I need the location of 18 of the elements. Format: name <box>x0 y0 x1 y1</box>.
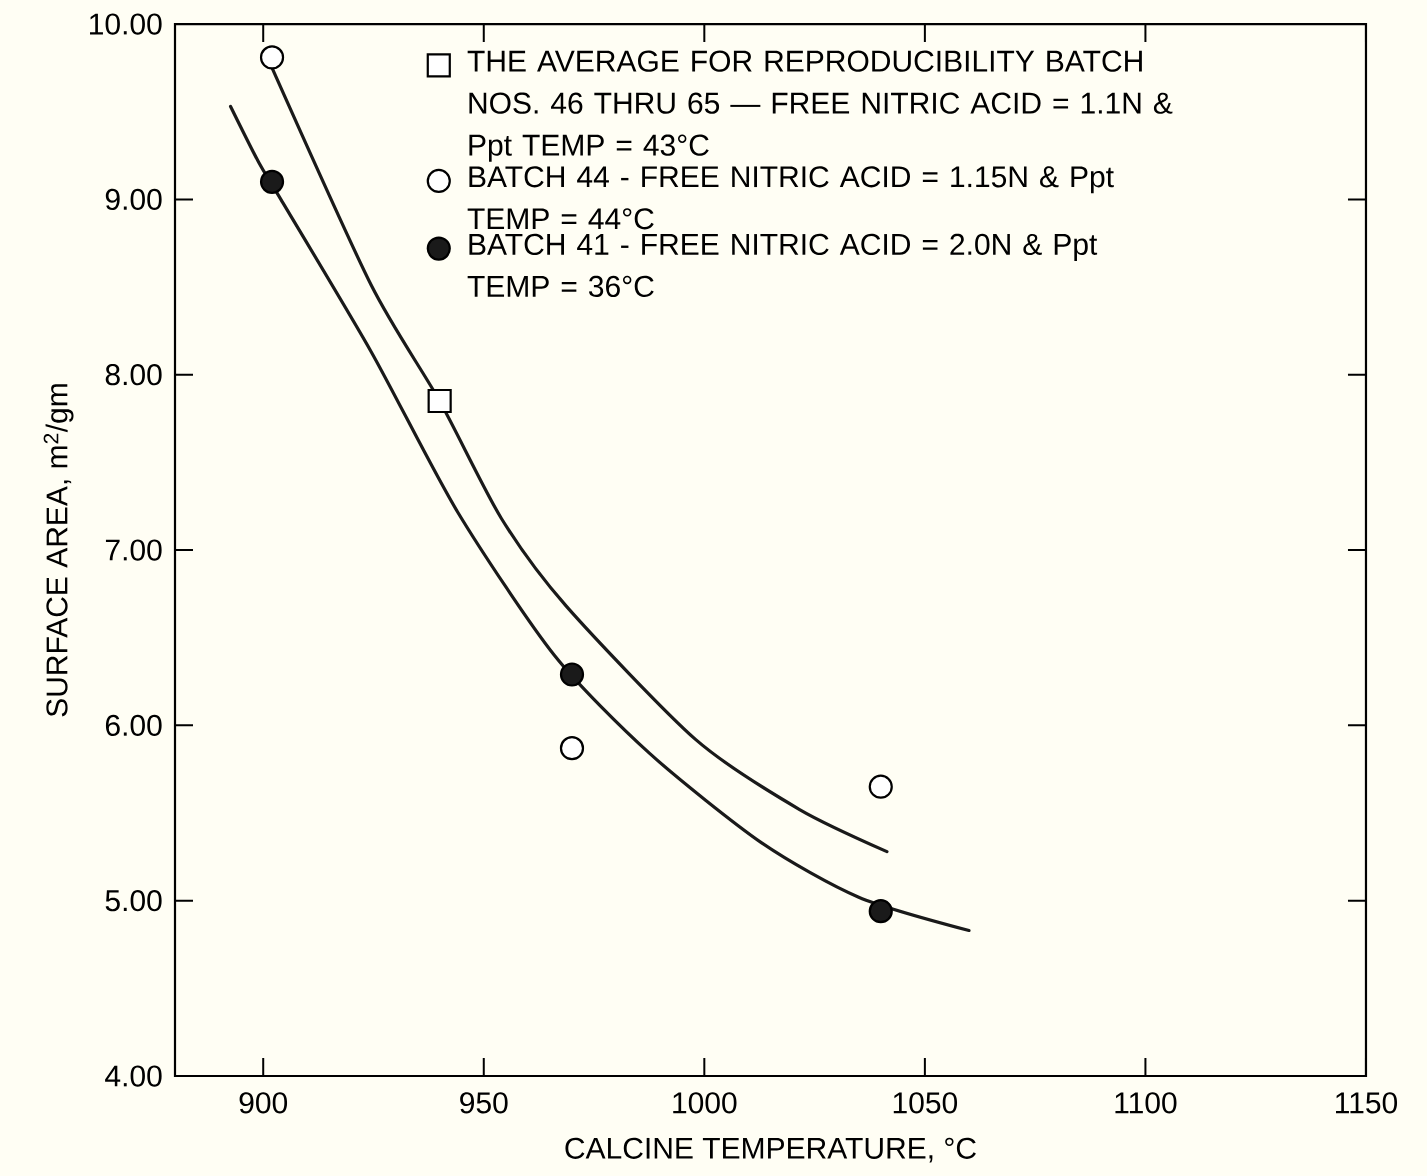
x-tick-label: 1000 <box>673 1092 737 1114</box>
y-tick-label: 8.00 <box>105 364 162 386</box>
x-tick-label: 950 <box>460 1092 508 1114</box>
x-tick-label: 1050 <box>893 1092 958 1114</box>
legend-label: BATCH 44 - FREE NITRIC ACID = 1.15N & Ppt TEMP = 44°C <box>467 166 1114 230</box>
legend-label: THE AVERAGE FOR REPRODUCIBILITY BATCH NOS. 46 THRU 65 — FREE NITRIC ACID = 1.1N & Ppt TEMP = 43°C <box>467 50 1173 162</box>
y-tick-label: 7.00 <box>105 539 162 561</box>
y-axis-title: SURFACE AREA, m$^{2}$/gm <box>43 384 74 717</box>
y-tick-label: 4.00 <box>105 1065 162 1087</box>
y-tick-label: 9.00 <box>105 188 162 211</box>
x-tick-label: 900 <box>239 1092 288 1114</box>
x-axis-title: CALCINE TEMPERATURE, °C <box>565 1137 976 1163</box>
y-tick-label: 6.00 <box>105 714 162 736</box>
legend-label: BATCH 41 - FREE NITRIC ACID = 2.0N & Ppt TEMP = 36°C <box>467 233 1098 298</box>
x-tick-label: 1100 <box>1115 1092 1177 1114</box>
x-tick-label: 1150 <box>1336 1092 1398 1114</box>
y-tick-label: 10.00 <box>90 13 162 35</box>
y-tick-label: 5.00 <box>105 890 162 912</box>
